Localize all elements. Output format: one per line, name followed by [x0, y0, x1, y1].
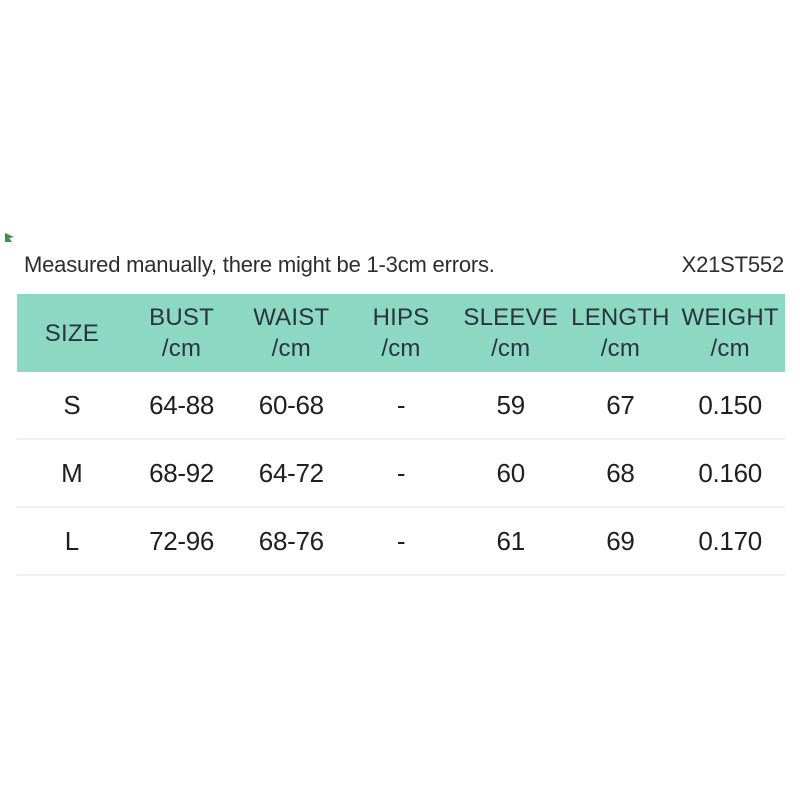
column-header-weight: WEIGHT /cm: [675, 302, 785, 364]
column-unit: /cm: [381, 335, 421, 362]
bust-cell: 72-96: [149, 525, 215, 556]
hips-cell: -: [396, 389, 406, 420]
bust-cell: 68-92: [149, 457, 215, 488]
column-unit: /cm: [161, 335, 202, 362]
column-label: SIZE: [44, 319, 99, 347]
column-unit: /cm: [710, 335, 750, 362]
column-header-bust: BUST /cm: [127, 302, 237, 364]
column-unit: /cm: [491, 335, 531, 362]
table-row-size-m: M 68-92 64-72 - 60 68 0.160: [17, 440, 785, 508]
size-cell: S: [63, 389, 81, 420]
column-unit: /cm: [271, 335, 311, 362]
sleeve-cell: 60: [496, 457, 526, 488]
column-label: WEIGHT: [681, 304, 779, 331]
column-label: BUST: [149, 304, 214, 331]
column-label: LENGTH: [571, 304, 670, 331]
waist-cell: 60-68: [258, 389, 324, 420]
size-cell: M: [61, 457, 83, 488]
column-label: WAIST: [253, 304, 330, 331]
waist-cell: 68-76: [258, 525, 324, 556]
waist-cell: 64-72: [258, 457, 324, 488]
size-cell: L: [64, 525, 79, 556]
product-code: X21ST552: [681, 252, 785, 277]
weight-cell: 0.170: [698, 525, 762, 556]
table-row-size-s: S 64-88 60-68 - 59 67 0.150: [17, 372, 785, 440]
weight-cell: 0.160: [698, 457, 762, 488]
bust-cell: 64-88: [149, 389, 215, 420]
length-cell: 68: [606, 457, 635, 488]
length-cell: 67: [606, 389, 635, 420]
hips-cell: -: [396, 525, 406, 556]
table-header-row: SIZE BUST /cm WAIST /cm HIPS /cm SLEEVE …: [17, 294, 785, 372]
hips-cell: -: [396, 457, 406, 488]
column-unit: /cm: [600, 335, 641, 362]
column-header-length: LENGTH /cm: [566, 302, 676, 364]
column-header-sleeve: SLEEVE /cm: [456, 302, 566, 364]
caption-row: Measured manually, there might be 1-3cm …: [0, 252, 800, 278]
length-cell: 69: [606, 525, 635, 556]
sleeve-cell: 61: [496, 525, 526, 556]
column-header-waist: WAIST /cm: [236, 302, 346, 364]
column-header-hips: HIPS /cm: [346, 302, 456, 364]
column-label: SLEEVE: [463, 304, 558, 331]
green-corner-mark-icon: [5, 233, 14, 242]
sleeve-cell: 59: [496, 389, 526, 420]
column-header-size: SIZE: [17, 318, 127, 349]
weight-cell: 0.150: [698, 389, 762, 420]
table-row-size-l: L 72-96 68-76 - 61 69 0.170: [17, 508, 785, 576]
size-table: SIZE BUST /cm WAIST /cm HIPS /cm SLEEVE …: [17, 294, 785, 576]
measurement-note: Measured manually, there might be 1-3cm …: [24, 252, 495, 277]
column-label: HIPS: [372, 304, 430, 331]
